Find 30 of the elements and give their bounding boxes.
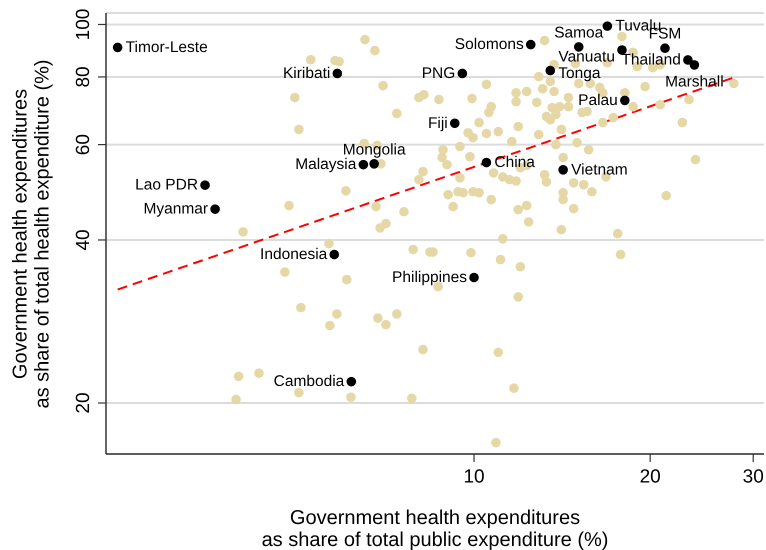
- annotation: Cambodia: [274, 373, 345, 390]
- annotation: Vanuatu: [558, 48, 615, 66]
- y-axis-title: Government health expenditures as share of total health expenditure (%): [9, 58, 53, 410]
- annotation: Malaysia: [295, 156, 357, 174]
- y-tick-label: 100: [73, 8, 94, 40]
- annotation: Mongolia: [342, 141, 406, 158]
- x-tick-label: 30: [742, 466, 764, 488]
- x-axis-title: Government health expenditures as share of total public expenditure (%): [260, 507, 610, 550]
- annotation: PNG: [422, 64, 456, 82]
- annotation: Marshall: [665, 73, 724, 90]
- annotation: Myanmar: [143, 200, 208, 218]
- x-tick-label: 10: [463, 466, 485, 488]
- annotation: Samoa: [554, 24, 604, 42]
- annotation: Tonga: [558, 65, 601, 82]
- annotation: China: [494, 154, 536, 172]
- annotation: Solomons: [454, 36, 524, 54]
- annotation: Palau: [578, 92, 618, 109]
- annotation: Kiribati: [282, 64, 330, 82]
- y-tick-label: 40: [73, 229, 94, 251]
- y-tick-label: 80: [73, 66, 94, 88]
- annotation: Indonesia: [260, 246, 328, 264]
- y-tick-label: 20: [73, 392, 94, 414]
- y-tick-label: 60: [73, 134, 94, 156]
- annotation: Fiji: [428, 114, 448, 132]
- annotation: Vietnam: [571, 161, 628, 178]
- annotation: Lao PDR: [135, 176, 198, 194]
- annotation: Thailand: [621, 51, 681, 68]
- annotation: Timor-Leste: [126, 38, 208, 56]
- annotation: Philippines: [392, 269, 468, 286]
- x-tick-label: 20: [640, 466, 661, 488]
